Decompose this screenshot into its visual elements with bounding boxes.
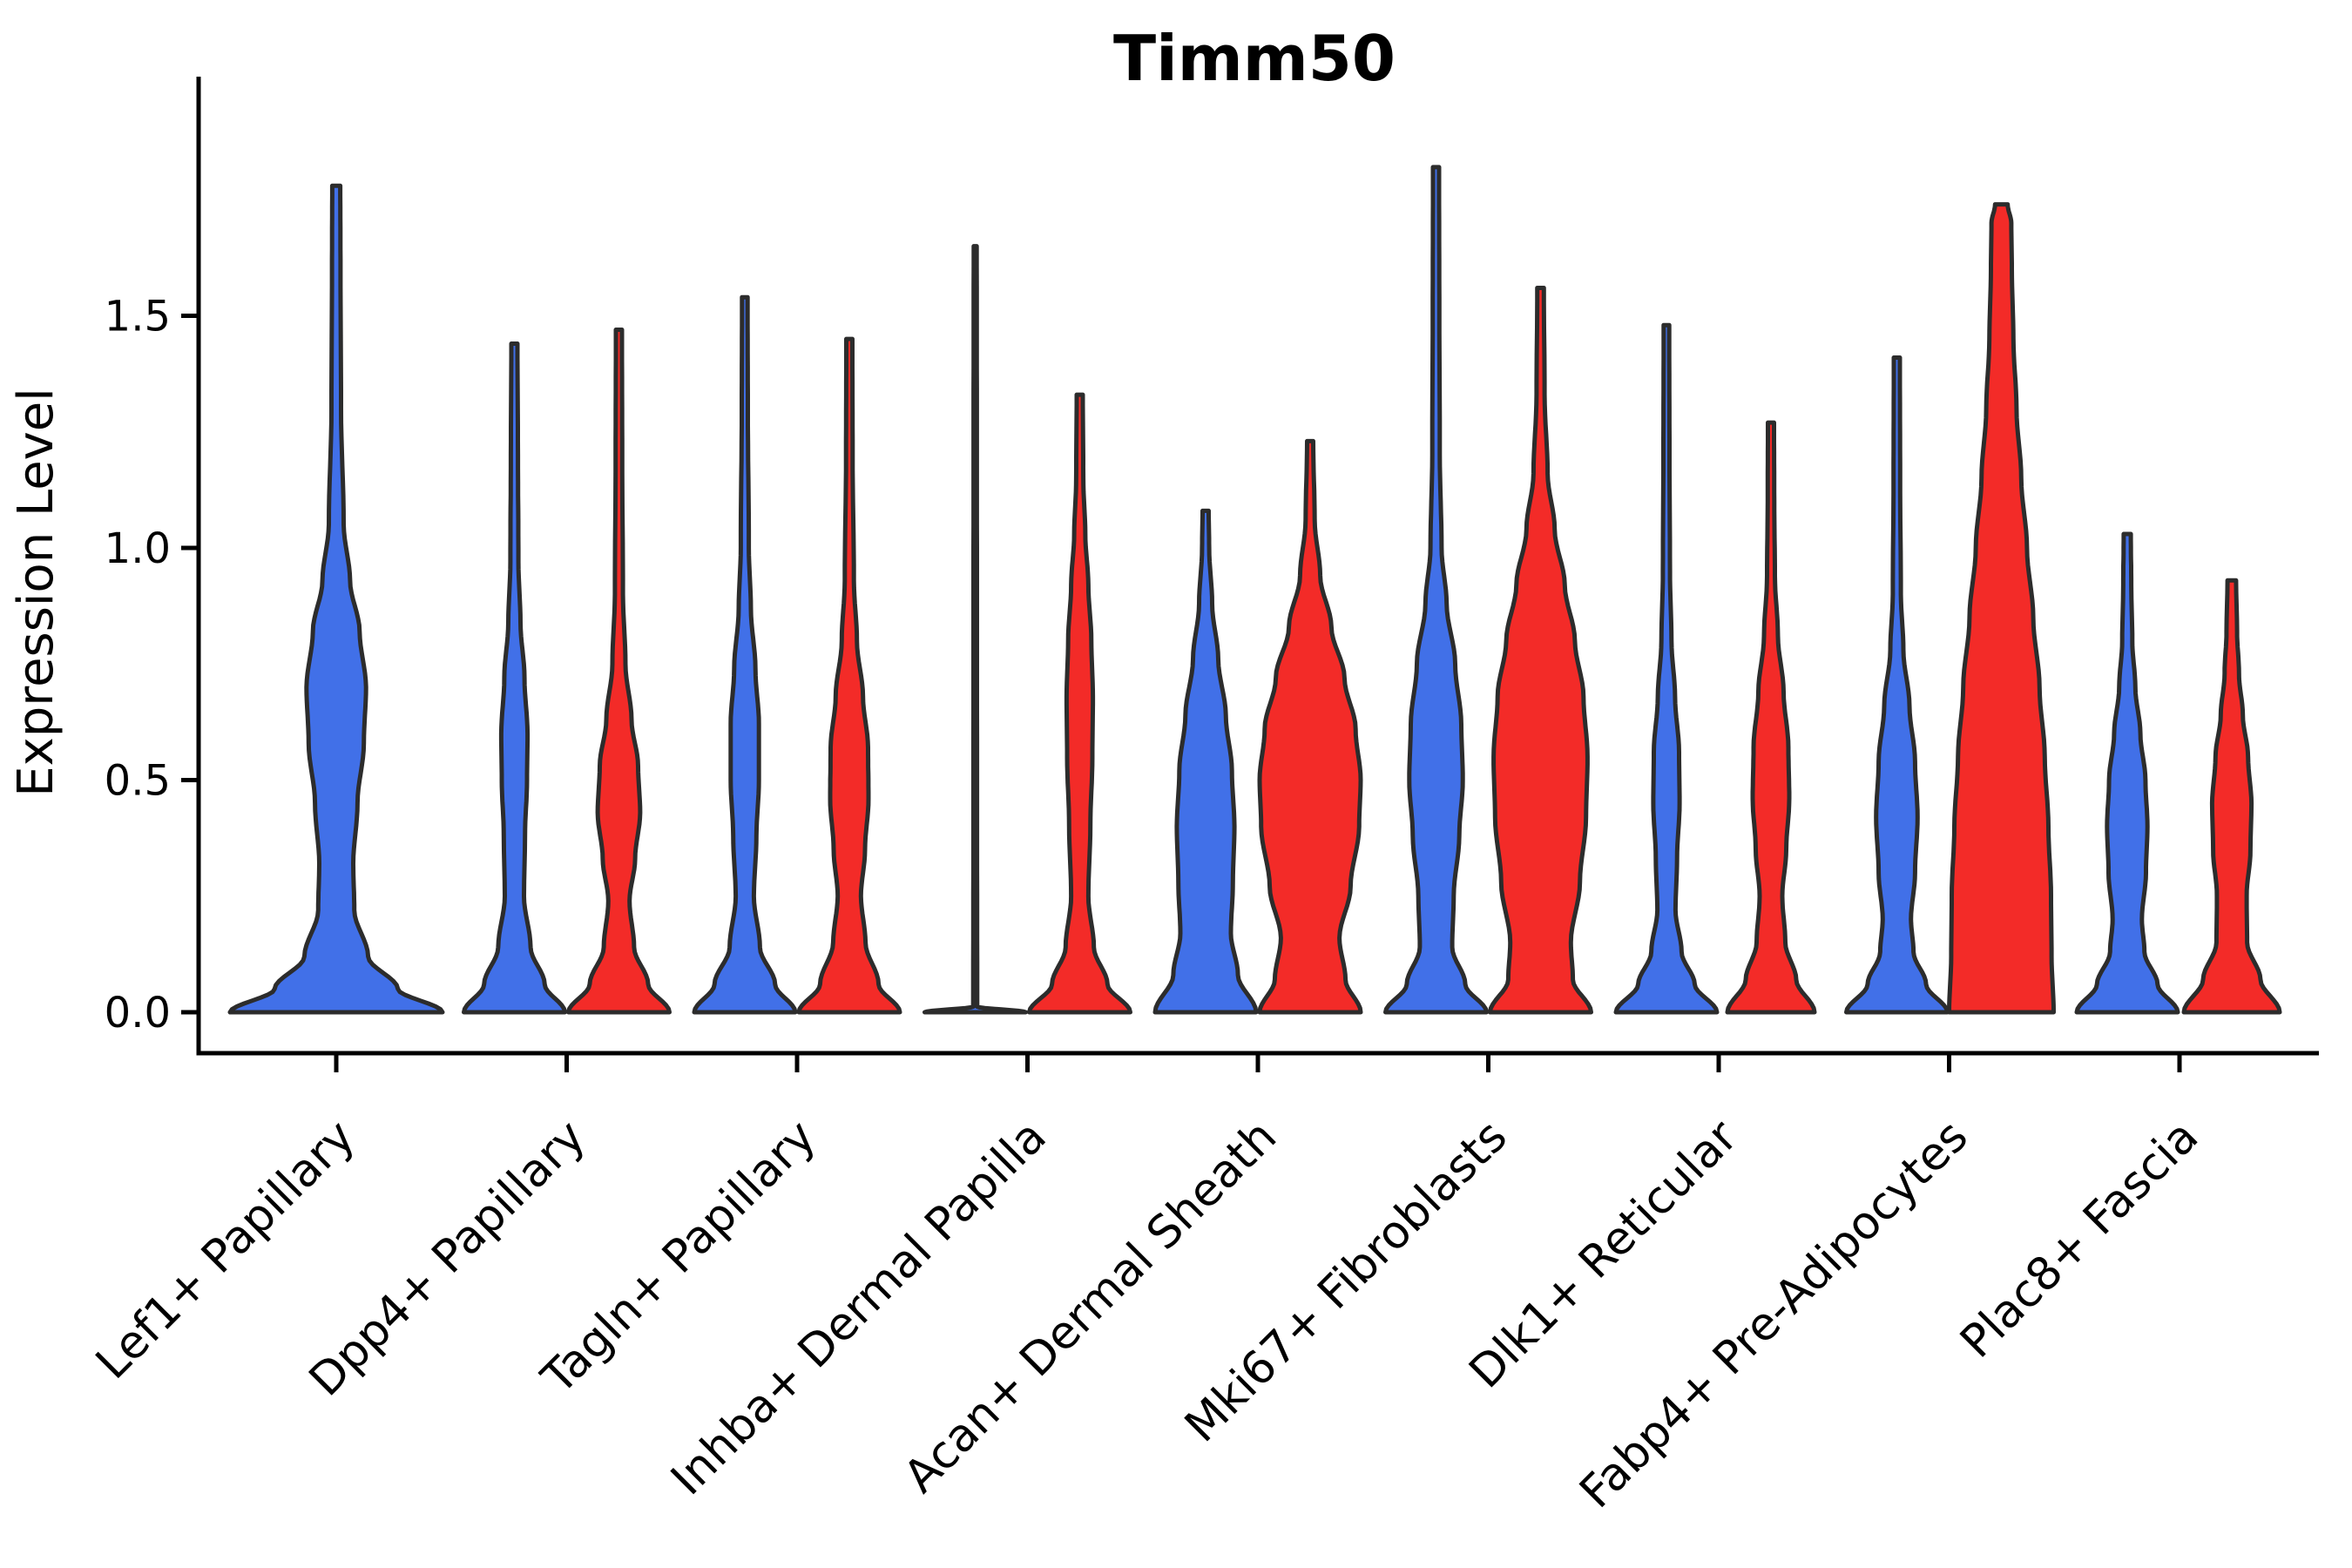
- violin-blue-cat4: [1152, 508, 1259, 1015]
- x-tick-label-3: Inhba+ Dermal Papilla: [661, 1111, 1056, 1505]
- violin-blue-cat1: [462, 341, 567, 1015]
- chart-title: Timm50: [1113, 22, 1396, 95]
- violin-blue-cat5: [1383, 165, 1489, 1015]
- violin-blue-cat8: [2074, 531, 2180, 1015]
- y-tick-label-0: 0.0: [105, 989, 171, 1037]
- violin-layer: [227, 165, 2282, 1015]
- y-tick-label-3: 1.5: [105, 293, 171, 341]
- violin-red-cat3: [1027, 392, 1132, 1015]
- violin-red-cat8: [2181, 578, 2282, 1015]
- violin-red-cat1: [566, 328, 672, 1015]
- violin-blue-cat3: [923, 244, 1028, 1015]
- axes-layer: [181, 77, 2319, 1072]
- violin-blue-cat0: [227, 183, 445, 1015]
- violin-red-cat4: [1257, 438, 1363, 1015]
- x-tick-label-4: Acan+ Dermal Sheath: [895, 1111, 1288, 1504]
- violin-blue-cat7: [1844, 355, 1950, 1015]
- x-tick-label-8: Plac8+ Fascia: [1950, 1111, 2208, 1369]
- violin-red-cat6: [1725, 420, 1817, 1015]
- violin-red-cat7: [1947, 202, 2056, 1015]
- x-tick-label-7: Fabp4+ Pre-Adipocytes: [1570, 1111, 1977, 1518]
- y-axis-label: Expression Level: [8, 388, 64, 797]
- y-tick-label-2: 1.0: [105, 524, 171, 573]
- violin-red-cat2: [796, 336, 902, 1015]
- violin-red-cat5: [1488, 286, 1593, 1015]
- violin-blue-cat2: [692, 294, 798, 1015]
- y-tick-label-1: 0.5: [105, 757, 171, 806]
- violin-blue-cat6: [1613, 322, 1720, 1015]
